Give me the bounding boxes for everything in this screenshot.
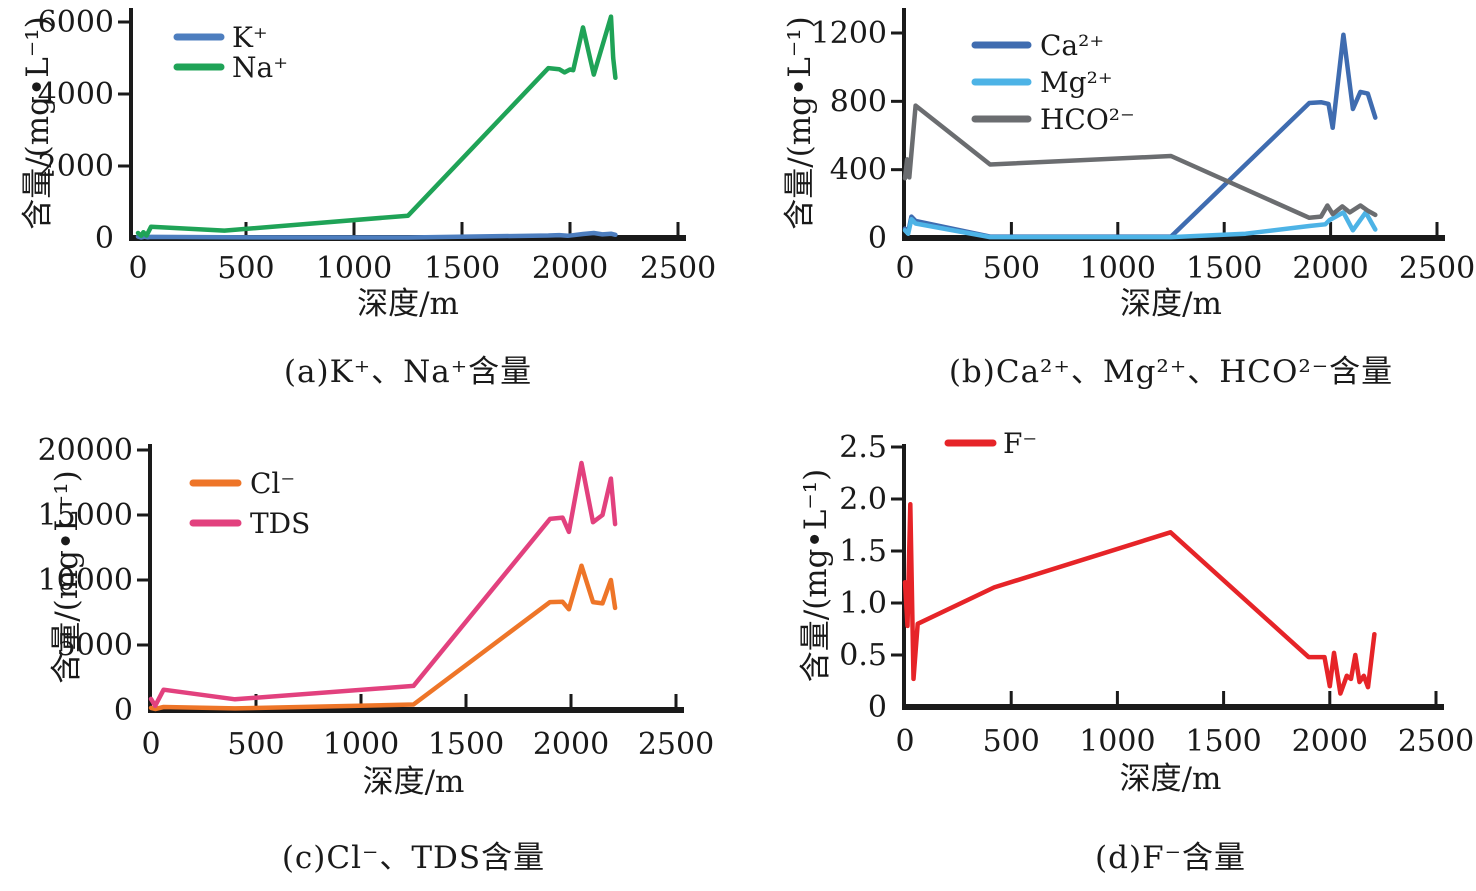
- chart-a-canvas: 0 500 1000 1500 2000 2500 0 2000 4000 6000 深度/m 含量/…: [20, 5, 716, 322]
- y-axis-title: 含量/(mg•L⁻¹): [20, 16, 56, 230]
- x-tick-label: 2000: [1292, 724, 1368, 759]
- x-axis-title: 深度/m: [363, 764, 465, 800]
- panel-a: 0 500 1000 1500 2000 2500 0 2000 4000 6000 深度/m 含量/…: [0, 0, 738, 400]
- y-tick-label: 0: [95, 221, 114, 256]
- x-tick-label: 0: [128, 251, 147, 286]
- y-tick-label: 0.5: [839, 638, 887, 673]
- x-tick-label: 2000: [532, 251, 608, 286]
- x-axis-title: 深度/m: [357, 286, 459, 322]
- x-tick-label: 2500: [1399, 251, 1475, 286]
- y-tick-label: 400: [830, 153, 887, 188]
- y-tick-label: 800: [830, 84, 887, 119]
- x-tick-label: 0: [895, 251, 914, 286]
- legend-label: K⁺: [232, 21, 268, 54]
- x-tick-label: 1000: [323, 727, 399, 762]
- x-tick-label: 2500: [1398, 724, 1474, 759]
- y-axis-title: 含量/(mg•L⁻¹): [49, 470, 85, 684]
- chart-a-caption: (a)K⁺、Na⁺含量: [283, 354, 533, 390]
- chart-d-caption: (d)F⁻含量: [1095, 840, 1246, 876]
- y-tick-label: 2000: [38, 149, 114, 184]
- x-tick-label: 500: [983, 251, 1040, 286]
- x-tick-label: 1500: [1186, 251, 1262, 286]
- y-tick-label: 6000: [38, 5, 114, 40]
- x-tick-label: 1500: [424, 251, 500, 286]
- x-tick-label: 500: [217, 251, 274, 286]
- legend-label: Ca²⁺: [1040, 29, 1104, 62]
- panel-c: 0 500 1000 1500 2000 2500 0 5000 10000 15000 20000…: [0, 400, 738, 891]
- x-tick-label: 1000: [316, 251, 392, 286]
- y-tick-label: 2.5: [839, 430, 887, 465]
- y-tick-label: 2.0: [839, 482, 887, 517]
- y-tick-label: 4000: [38, 77, 114, 112]
- y-axis-title: 含量/(mg•L⁻¹): [798, 469, 834, 683]
- series-line-hco: [902, 103, 1378, 221]
- y-tick-label: 0: [868, 221, 887, 256]
- legend-label: Cl⁻: [250, 467, 295, 500]
- x-tick-label: 1500: [1185, 724, 1261, 759]
- series-line-k: [135, 230, 618, 240]
- chart-b-canvas: 0 500 1000 1500 2000 2500 0 400 800 1200 深度/m 含量/(m…: [782, 8, 1475, 322]
- legend-label: Na⁺: [232, 51, 288, 84]
- series-line-cl: [148, 563, 618, 712]
- series-line-na: [135, 14, 618, 239]
- y-tick-label: 5000: [57, 628, 133, 663]
- x-tick-label: 500: [983, 724, 1040, 759]
- x-tick-label: 2500: [638, 727, 714, 762]
- y-tick-label: 1.0: [839, 586, 887, 621]
- series-line-mg: [902, 210, 1378, 240]
- y-axis-title: 含量/(mg•L⁻¹): [782, 16, 818, 230]
- y-tick-label: 15000: [38, 498, 133, 533]
- panel-b: 0 500 1000 1500 2000 2500 0 400 800 1200 深度/m 含量/(m…: [738, 0, 1476, 400]
- chart-d-canvas: 0 500 1000 1500 2000 2500 0 0.5 1.0 1.5 2.0 2.5 深度/m…: [798, 427, 1474, 797]
- panel-d: 0 500 1000 1500 2000 2500 0 0.5 1.0 1.5 2.0 2.5 深度/m…: [738, 400, 1476, 891]
- chart-c-canvas: 0 500 1000 1500 2000 2500 0 5000 10000 15000 20000…: [38, 433, 715, 800]
- y-tick-label: 0: [114, 693, 133, 728]
- legend-label: TDS: [250, 507, 310, 540]
- x-tick-label: 0: [895, 724, 914, 759]
- x-tick-label: 1500: [428, 727, 504, 762]
- y-tick-label: 20000: [38, 433, 133, 468]
- y-tick-label: 1200: [811, 16, 887, 51]
- x-tick-label: 2500: [640, 251, 716, 286]
- series-line-f: [902, 501, 1377, 696]
- x-tick-label: 2000: [533, 727, 609, 762]
- y-tick-label: 1.5: [839, 534, 887, 569]
- legend-label: Mg²⁺: [1040, 66, 1113, 99]
- x-tick-label: 2000: [1292, 251, 1368, 286]
- legend-label: F⁻: [1003, 427, 1037, 460]
- y-tick-label: 0: [868, 690, 887, 725]
- legend-label: HCO²⁻: [1040, 103, 1135, 136]
- chart-c-caption: (c)Cl⁻、TDS含量: [281, 840, 546, 876]
- series-line-tds: [148, 460, 618, 709]
- x-tick-label: 1000: [1079, 724, 1155, 759]
- y-tick-label: 10000: [38, 563, 133, 598]
- x-axis-title: 深度/m: [1120, 761, 1222, 797]
- series-line-ca: [902, 32, 1378, 239]
- x-tick-label: 1000: [1080, 251, 1156, 286]
- x-tick-label: 500: [227, 727, 284, 762]
- x-tick-label: 0: [141, 727, 160, 762]
- x-axis-title: 深度/m: [1120, 286, 1222, 322]
- chart-b-caption: (b)Ca²⁺、Mg²⁺、HCO²⁻含量: [948, 354, 1394, 390]
